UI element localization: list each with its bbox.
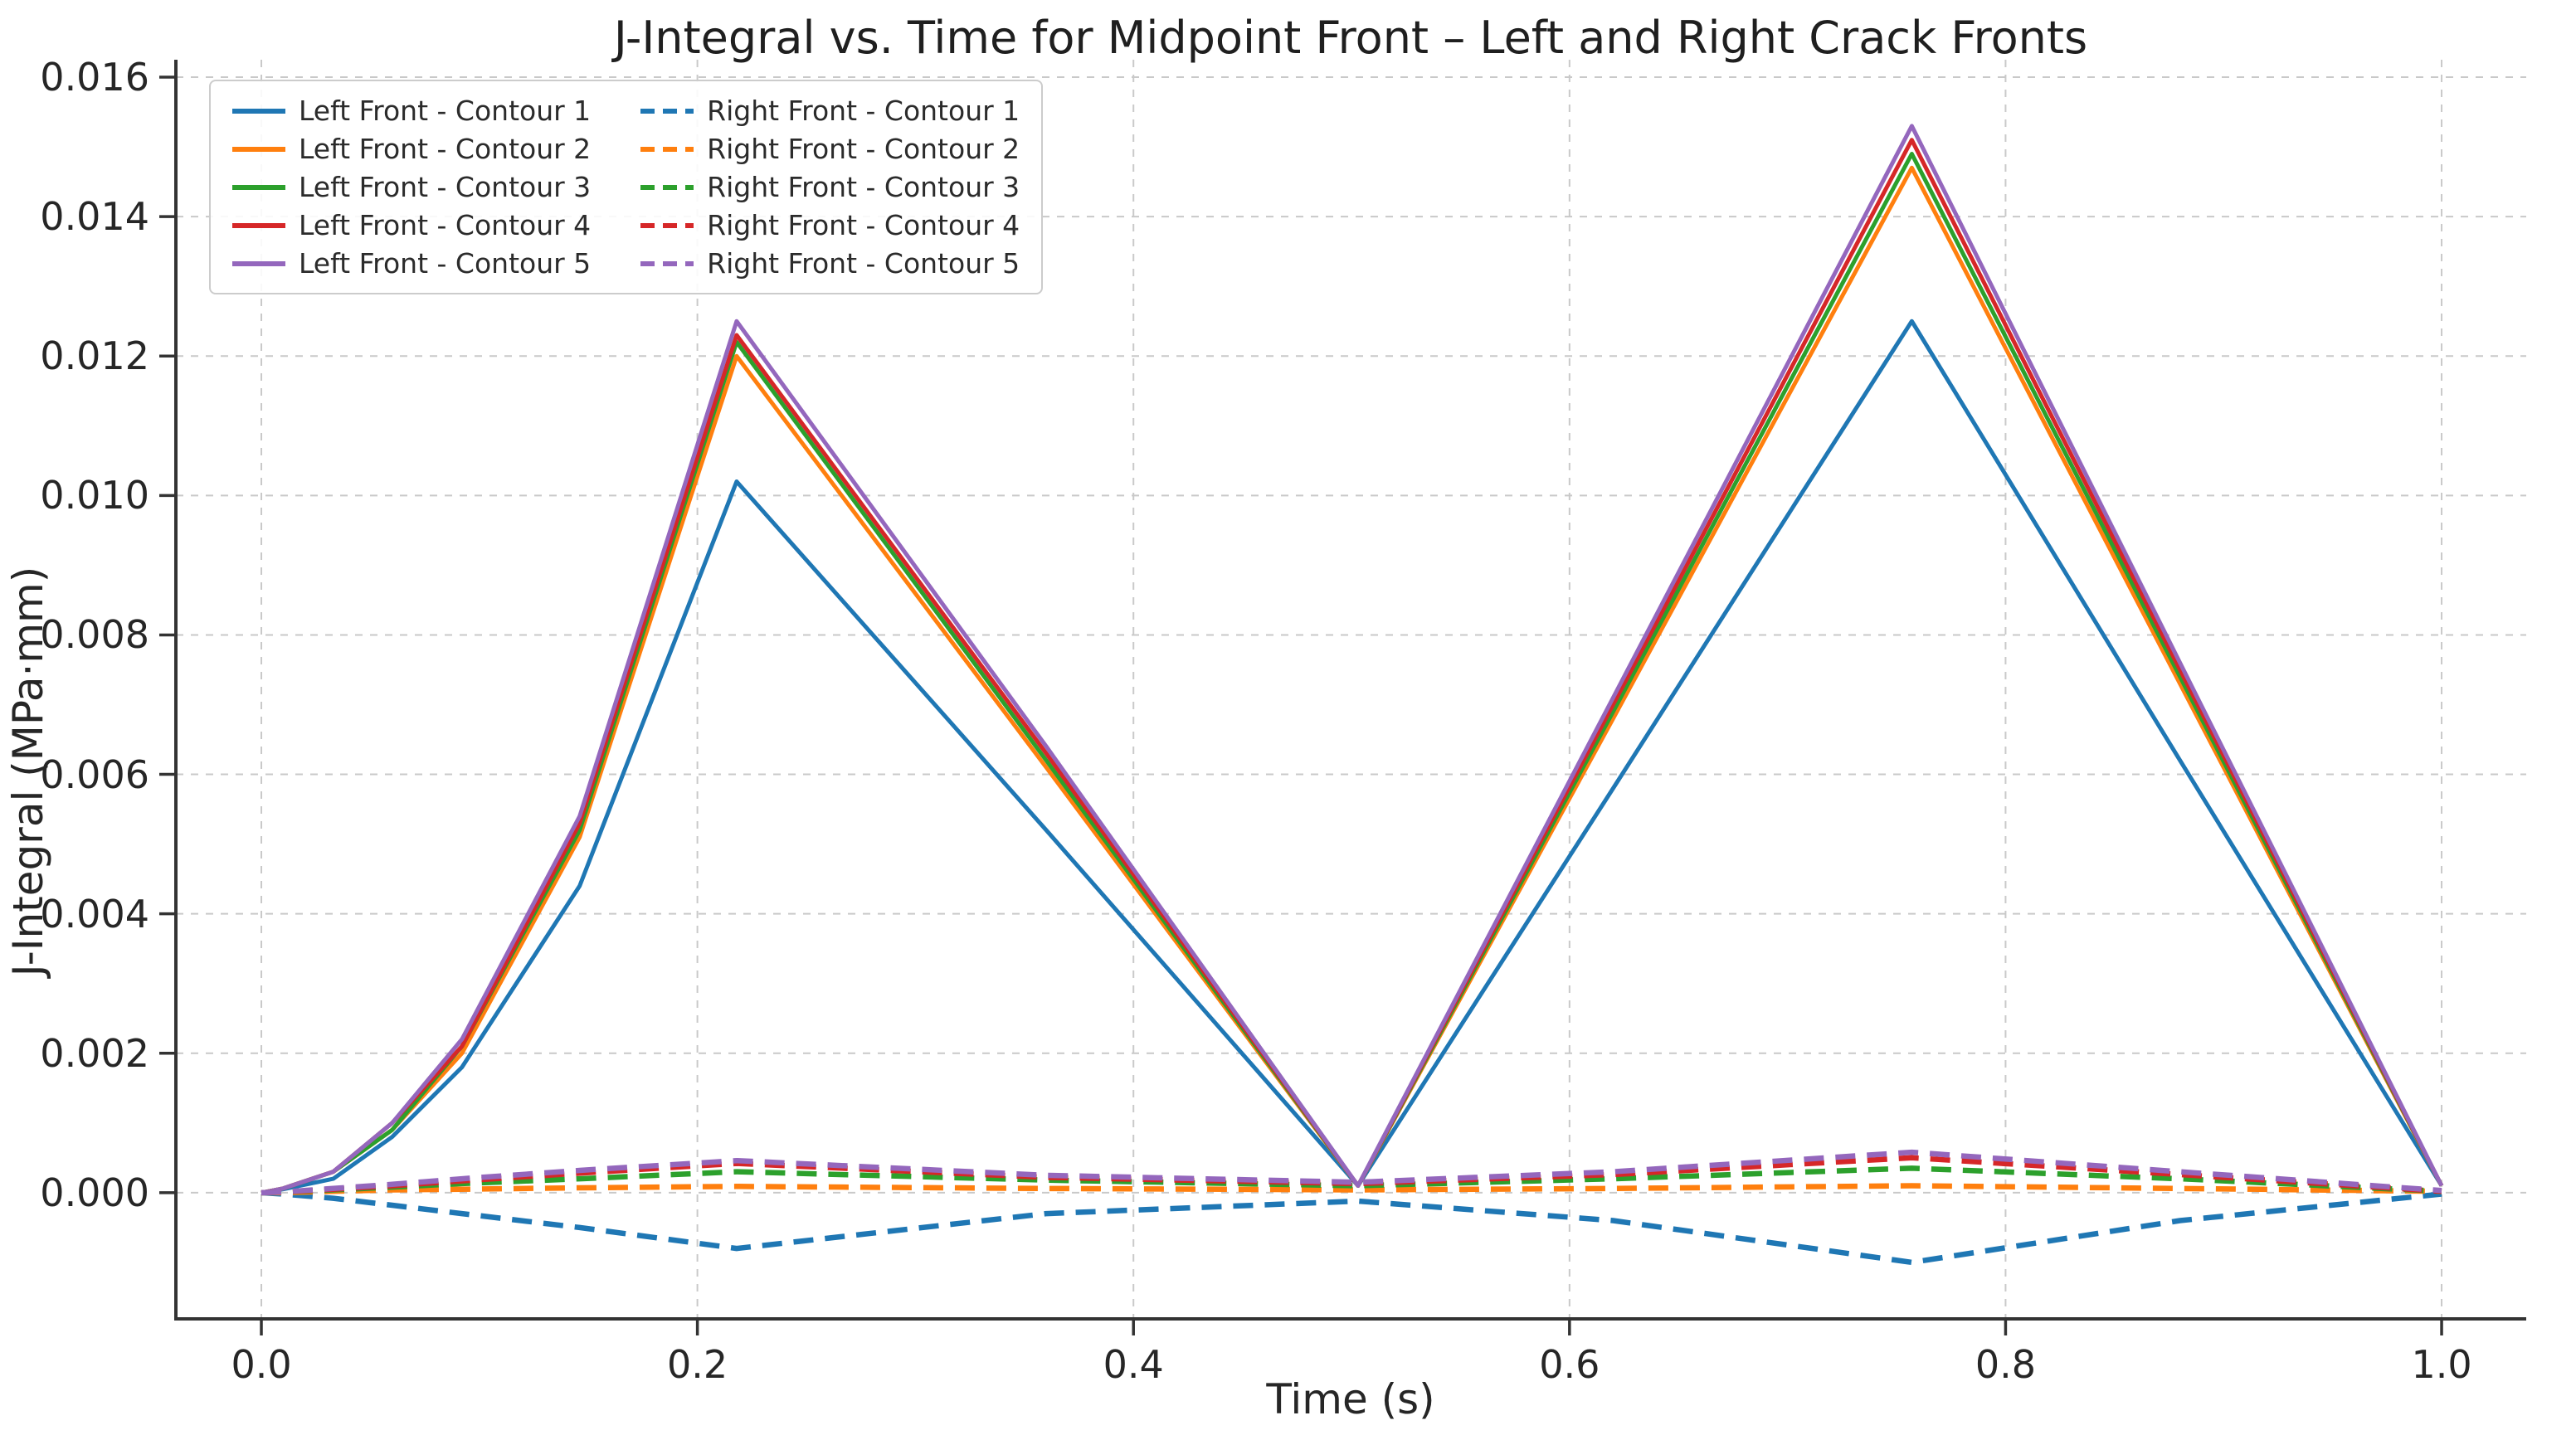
legend-solid-line-sample [232, 260, 285, 266]
series-line-left-front-contour-4 [261, 138, 2444, 1195]
legend-label: Left Front - Contour 3 [299, 171, 592, 203]
legend-item: Right Front - Contour 5 [640, 247, 1020, 280]
legend-label: Right Front - Contour 3 [707, 171, 1020, 203]
x-axis-label: Time (s) [1266, 1375, 1435, 1423]
y-tick-label: 0.012 [40, 333, 149, 379]
x-tick-label: 1.0 [2411, 1342, 2472, 1387]
legend-solid-line-sample [232, 222, 285, 228]
legend-item: Right Front - Contour 3 [640, 171, 1020, 203]
series-line-left-front-contour-3 [261, 152, 2444, 1195]
legend-label: Right Front - Contour 1 [707, 95, 1020, 127]
y-tick-label: 0.016 [40, 55, 149, 100]
legend-solid-line-sample [232, 108, 285, 114]
series-line-left-front-contour-1 [261, 319, 2444, 1195]
legend-dashed-line-sample [640, 108, 694, 114]
legend-dashed-line-sample [640, 184, 694, 190]
y-tick-label: 0.004 [40, 891, 149, 936]
legend-dashed-line-sample [640, 260, 694, 266]
series-line-left-front-contour-5 [261, 124, 2444, 1195]
legend-solid-line-sample [232, 146, 285, 152]
legend-label: Left Front - Contour 1 [299, 95, 592, 127]
legend-item: Left Front - Contour 5 [232, 247, 591, 280]
x-tick-label: 0.4 [1103, 1342, 1164, 1387]
legend-item: Right Front - Contour 4 [640, 209, 1020, 241]
legend: Left Front - Contour 1 Left Front - Conto… [209, 80, 1044, 294]
y-tick-label: 0.002 [40, 1030, 149, 1076]
legend-item: Right Front - Contour 2 [640, 133, 1020, 165]
legend-label: Right Front - Contour 2 [707, 133, 1020, 165]
legend-label: Left Front - Contour 5 [299, 247, 592, 280]
legend-item: Left Front - Contour 4 [232, 209, 591, 241]
x-tick-label: 0.8 [1975, 1342, 2036, 1387]
legend-dashed-line-sample [640, 222, 694, 228]
legend-label: Right Front - Contour 4 [707, 209, 1020, 241]
y-tick-label: 0.000 [40, 1170, 149, 1215]
series-line-left-front-contour-2 [261, 165, 2444, 1195]
x-tick-label: 0.0 [231, 1342, 292, 1387]
legend-item: Right Front - Contour 1 [640, 95, 1020, 127]
legend-item: Left Front - Contour 2 [232, 133, 591, 165]
legend-item: Left Front - Contour 3 [232, 171, 591, 203]
y-tick-label: 0.006 [40, 752, 149, 797]
series-line-right-front-contour-1 [261, 1189, 2442, 1266]
y-tick-label: 0.010 [40, 473, 149, 518]
legend-label: Left Front - Contour 4 [299, 209, 592, 241]
series-line-right-front-contour-5 [261, 1149, 2442, 1196]
legend-label: Right Front - Contour 5 [707, 247, 1020, 280]
y-tick-label: 0.008 [40, 612, 149, 658]
legend-label: Left Front - Contour 2 [299, 133, 592, 165]
legend-solid-line-sample [232, 184, 285, 190]
x-tick-label: 0.6 [1539, 1342, 1600, 1387]
legend-dashed-line-sample [640, 146, 694, 152]
y-tick-label: 0.014 [40, 194, 149, 240]
x-tick-label: 0.2 [667, 1342, 728, 1387]
chart-title: J-Integral vs. Time for Midpoint Front –… [613, 12, 2088, 64]
legend-item: Left Front - Contour 1 [232, 95, 591, 127]
